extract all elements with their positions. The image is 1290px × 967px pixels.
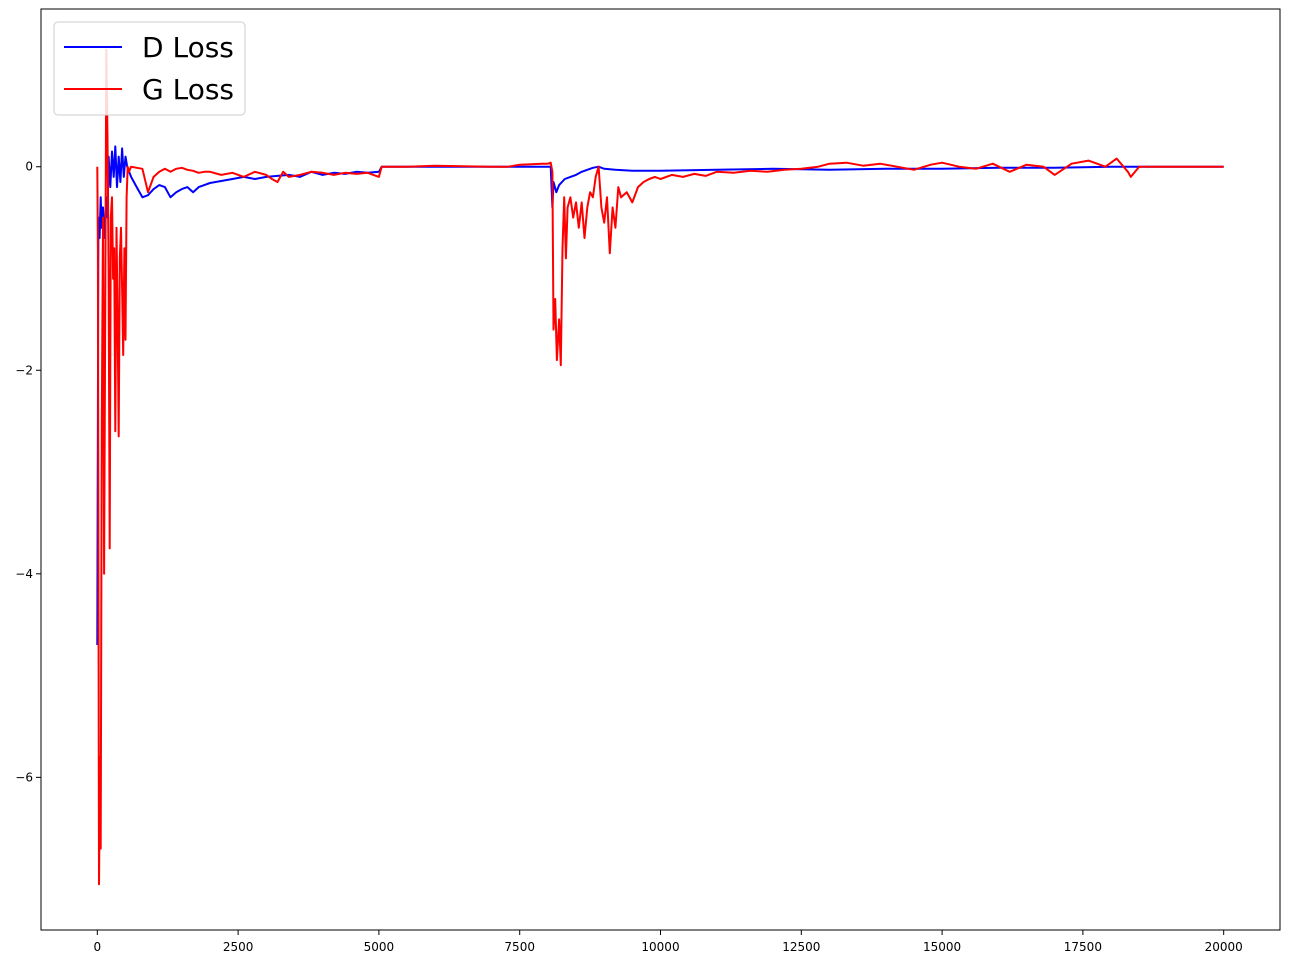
x-axis: 0 2500 5000 7500 10000 12500 15000 17500 20000 bbox=[93, 930, 1243, 954]
x-tick-label: 7500 bbox=[504, 940, 535, 954]
legend: D Loss G Loss bbox=[53, 21, 246, 116]
x-tick-label: 5000 bbox=[364, 940, 395, 954]
x-tick-label: 20000 bbox=[1205, 940, 1243, 954]
y-tick-label: 0 bbox=[25, 160, 33, 174]
legend-label: G Loss bbox=[142, 73, 234, 106]
x-tick-label: 15000 bbox=[923, 940, 961, 954]
x-tick-label: 0 bbox=[93, 940, 101, 954]
y-tick-label: −4 bbox=[15, 567, 33, 581]
plot-background bbox=[41, 9, 1280, 930]
series-line-g-loss bbox=[96, 48, 1224, 886]
y-tick-label: −6 bbox=[15, 770, 33, 784]
x-tick-label: 12500 bbox=[782, 940, 820, 954]
y-tick-label: −2 bbox=[15, 363, 33, 377]
y-axis: 0 −2 −4 −6 bbox=[15, 160, 41, 784]
series-layer bbox=[96, 48, 1224, 886]
legend-label: D Loss bbox=[142, 31, 234, 64]
x-tick-label: 10000 bbox=[641, 940, 679, 954]
x-tick-label: 2500 bbox=[223, 940, 254, 954]
x-tick-label: 17500 bbox=[1064, 940, 1102, 954]
legend-box bbox=[53, 21, 246, 116]
